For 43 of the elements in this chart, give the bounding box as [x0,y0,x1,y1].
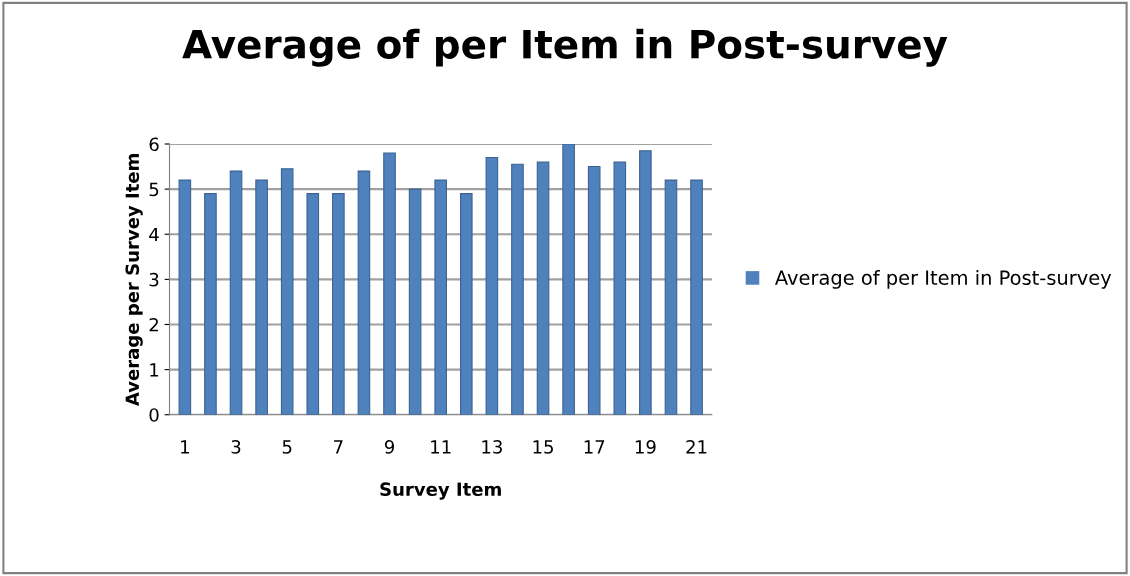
y-tick-label: 3 [149,272,159,287]
y-tick-label: 1 [150,363,159,377]
y-tick-label: 5 [149,182,159,197]
bar [536,161,550,415]
bar [664,179,678,415]
bar [613,161,627,415]
bar [408,188,422,415]
bar [485,156,499,415]
bar [639,150,652,415]
x-tick-label: 19 [635,440,656,454]
bar [383,152,396,415]
bar [690,179,703,415]
bar [204,193,217,415]
chart-title: Average of per Item in Post-survey [182,28,948,67]
bar [562,144,575,415]
x-tick-label: 15 [533,440,553,454]
bar [332,193,345,415]
bar [280,168,294,415]
bar [434,179,448,415]
x-tick-label: 9 [384,440,394,454]
bar [357,170,371,415]
x-tick-label: 13 [482,440,502,454]
bar [255,179,268,415]
x-axis-title: Survey Item [380,482,501,500]
bar [511,163,524,415]
legend-label: Average of per Item in Post-survey [774,269,1112,289]
x-tick-label: 7 [334,440,343,454]
bar [306,193,320,415]
bar [178,179,192,415]
bar [459,193,473,415]
x-tick-label: 21 [686,440,707,454]
bar [587,166,601,415]
y-tick-label: 6 [149,137,159,152]
y-axis-title: Average per Survey Item [125,154,143,407]
x-tick-label: 17 [584,440,605,454]
x-tick-label: 5 [282,440,292,454]
y-tick-label: 2 [149,317,158,332]
y-tick-label: 0 [149,408,159,422]
x-tick-label: 3 [231,440,241,454]
x-tick-label: 1 [181,440,189,454]
x-tick-label: 11 [431,440,451,454]
bar [229,170,243,415]
y-tick-label: 4 [149,227,159,242]
